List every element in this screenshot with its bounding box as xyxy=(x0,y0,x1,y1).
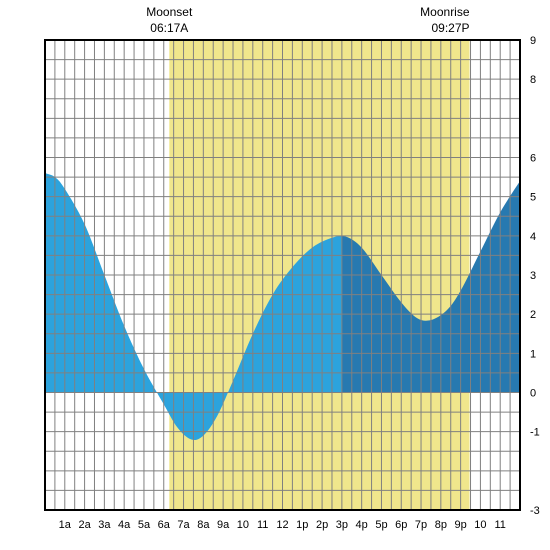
svg-text:2p: 2p xyxy=(316,519,328,531)
svg-text:5a: 5a xyxy=(138,519,151,531)
svg-text:9a: 9a xyxy=(217,519,230,531)
svg-text:5: 5 xyxy=(530,192,536,204)
svg-text:1a: 1a xyxy=(59,519,72,531)
svg-text:1p: 1p xyxy=(296,519,308,531)
chart-svg: 1a2a3a4a5a6a7a8a9a1011121p2p3p4p5p6p7p8p… xyxy=(0,0,550,550)
svg-text:-1: -1 xyxy=(530,427,540,439)
svg-text:8a: 8a xyxy=(197,519,210,531)
svg-text:3p: 3p xyxy=(336,519,348,531)
svg-text:8p: 8p xyxy=(435,519,447,531)
svg-text:3: 3 xyxy=(530,270,536,282)
svg-text:4: 4 xyxy=(530,231,536,243)
svg-text:11: 11 xyxy=(494,519,505,531)
svg-text:6p: 6p xyxy=(395,519,407,531)
svg-text:6: 6 xyxy=(530,153,536,165)
svg-text:06:17A: 06:17A xyxy=(150,21,188,35)
svg-text:7a: 7a xyxy=(177,519,190,531)
svg-text:4a: 4a xyxy=(118,519,131,531)
svg-text:3a: 3a xyxy=(98,519,111,531)
svg-text:6a: 6a xyxy=(158,519,171,531)
svg-text:10: 10 xyxy=(474,519,486,531)
svg-text:Moonset: Moonset xyxy=(146,5,193,19)
svg-text:7p: 7p xyxy=(415,519,427,531)
svg-text:5p: 5p xyxy=(375,519,387,531)
svg-text:9: 9 xyxy=(530,35,536,47)
svg-text:Moonrise: Moonrise xyxy=(420,5,470,19)
svg-text:8: 8 xyxy=(530,74,536,86)
svg-text:09:27P: 09:27P xyxy=(431,21,469,35)
svg-text:2: 2 xyxy=(530,309,536,321)
svg-text:0: 0 xyxy=(530,388,536,400)
svg-text:4p: 4p xyxy=(356,519,368,531)
tide-chart: 1a2a3a4a5a6a7a8a9a1011121p2p3p4p5p6p7p8p… xyxy=(0,0,550,550)
svg-text:9p: 9p xyxy=(455,519,467,531)
svg-text:1: 1 xyxy=(530,348,536,360)
svg-text:-3: -3 xyxy=(530,505,540,517)
svg-text:2a: 2a xyxy=(78,519,91,531)
svg-text:10: 10 xyxy=(237,519,249,531)
svg-text:12: 12 xyxy=(276,519,288,531)
svg-text:11: 11 xyxy=(257,519,268,531)
